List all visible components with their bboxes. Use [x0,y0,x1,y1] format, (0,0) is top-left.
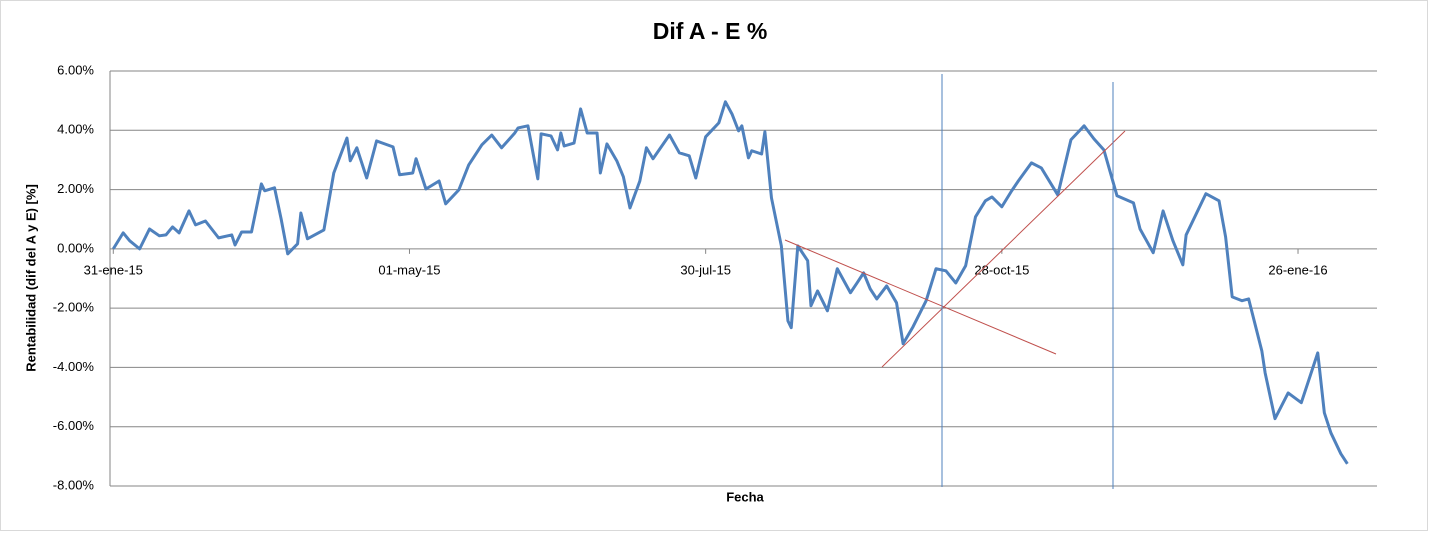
y-tick-label: -6.00% [53,418,95,433]
y-tick-label: -4.00% [53,359,95,374]
y-tick-label: 2.00% [57,181,94,196]
y-tick-label: 6.00% [57,62,94,77]
x-tick-label: 30-jul-15 [680,262,731,277]
chart-title: Dif A - E % [653,18,768,44]
x-tick-label: 28-oct-15 [974,262,1029,277]
y-tick-label: 4.00% [57,122,94,137]
y-axis-label: Rentabilidad (dif del A y E) [%] [23,184,38,372]
marks [112,100,1349,465]
y-tick-label: -8.00% [53,477,95,492]
y-tick-label: -2.00% [53,300,95,315]
grid: 6.00% 4.00% 2.00% 0.00% -2.00% -4.00% -6.00% -8… [53,62,1377,492]
trend-line [784,239,1057,355]
x-axis-label: Fecha [726,489,764,504]
x-tick-label: 26-ene-16 [1268,262,1327,277]
x-tick-label: 31-ene-15 [84,262,143,277]
x-tick-label: 01-may-15 [378,262,440,277]
trend-line [881,130,1126,368]
data-line [112,100,1349,465]
y-tick-label: 0.00% [57,240,94,255]
